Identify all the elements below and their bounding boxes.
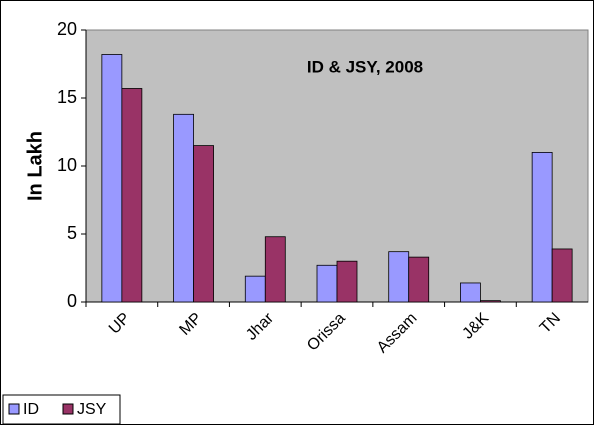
bar [244, 275, 266, 303]
bar [173, 113, 194, 303]
plot-area [85, 29, 589, 303]
legend-box [2, 394, 121, 425]
legend-label: ID [23, 401, 39, 418]
bar [460, 282, 481, 303]
bar [551, 248, 573, 303]
bar [193, 145, 214, 303]
y-tick-label: 20 [57, 19, 77, 39]
bar [101, 54, 123, 303]
legend-swatch [8, 403, 20, 415]
y-tick-label: 10 [57, 155, 77, 175]
bar [264, 236, 286, 303]
bar [408, 256, 430, 303]
bar [121, 88, 143, 303]
y-tick-label: 5 [67, 223, 77, 243]
bar [531, 151, 553, 303]
y-tick-label: 0 [67, 291, 77, 311]
legend-swatch [62, 403, 74, 415]
y-axis-label: In Lakh [24, 131, 46, 201]
bar [480, 300, 501, 303]
y-tick-label: 15 [57, 87, 77, 107]
legend-label: JSY [77, 401, 107, 418]
bar [336, 260, 358, 303]
bar [316, 264, 338, 303]
bar [388, 251, 410, 303]
chart-title: ID & JSY, 2008 [307, 57, 423, 76]
